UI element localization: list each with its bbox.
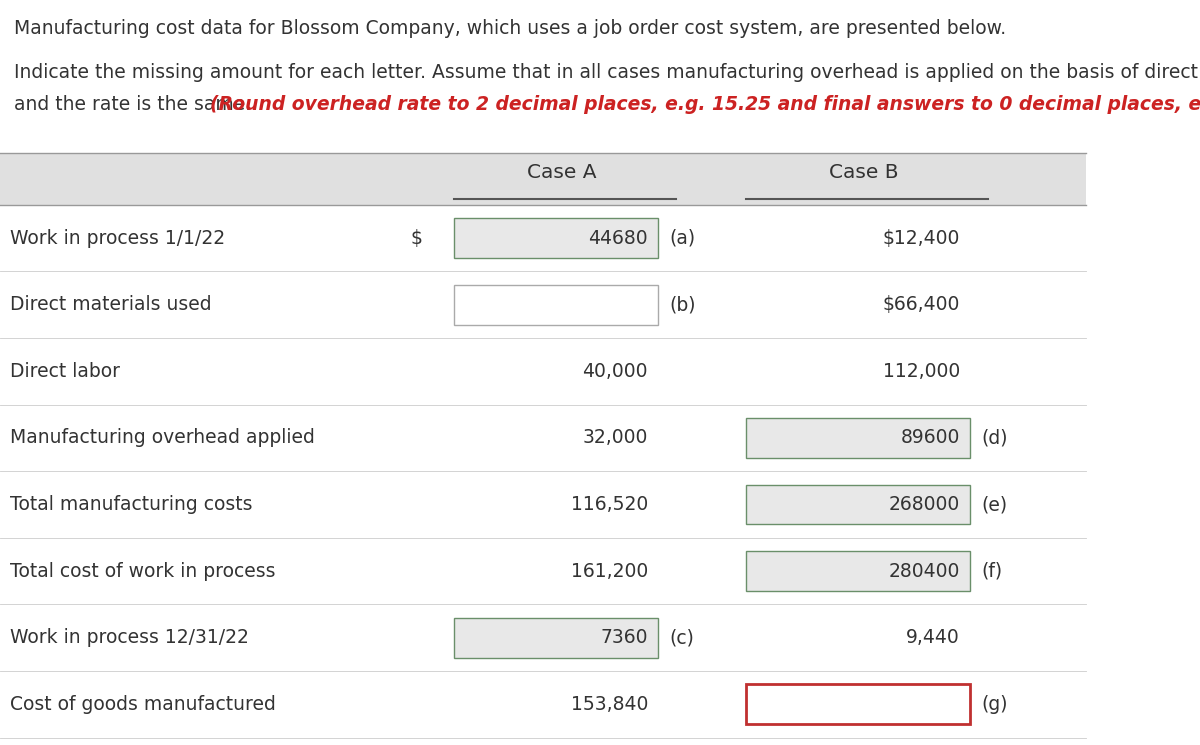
Text: $12,400: $12,400 — [883, 229, 960, 247]
Bar — [454, 618, 658, 658]
Text: $: $ — [410, 229, 422, 247]
Bar — [746, 418, 970, 458]
Text: Total cost of work in process: Total cost of work in process — [10, 562, 275, 580]
Text: (Round overhead rate to 2 decimal places, e.g. 15.25 and final answers to 0 deci: (Round overhead rate to 2 decimal places… — [210, 95, 1200, 115]
Text: Manufacturing overhead applied: Manufacturing overhead applied — [10, 428, 314, 448]
Text: Case A: Case A — [527, 163, 596, 183]
Text: Indicate the missing amount for each letter. Assume that in all cases manufactur: Indicate the missing amount for each let… — [14, 63, 1200, 83]
Text: 153,840: 153,840 — [571, 695, 648, 714]
Text: (b): (b) — [670, 295, 696, 314]
Text: 161,200: 161,200 — [571, 562, 648, 580]
Text: Case B: Case B — [829, 163, 899, 183]
Bar — [746, 551, 970, 591]
Text: 112,000: 112,000 — [883, 362, 960, 381]
Bar — [454, 285, 658, 325]
Text: Direct labor: Direct labor — [10, 362, 120, 381]
Text: (g): (g) — [982, 695, 1008, 714]
Text: 40,000: 40,000 — [582, 362, 648, 381]
Text: 7360: 7360 — [600, 628, 648, 647]
Text: Cost of goods manufactured: Cost of goods manufactured — [10, 695, 276, 714]
Text: Total manufacturing costs: Total manufacturing costs — [10, 495, 252, 514]
Bar — [454, 218, 658, 259]
Text: 44680: 44680 — [588, 229, 648, 247]
Text: 32,000: 32,000 — [583, 428, 648, 448]
Text: Manufacturing cost data for Blossom Company, which uses a job order cost system,: Manufacturing cost data for Blossom Comp… — [14, 19, 1007, 38]
Text: (e): (e) — [982, 495, 1008, 514]
Text: (f): (f) — [982, 562, 1003, 580]
Text: Direct materials used: Direct materials used — [10, 295, 211, 314]
Bar — [746, 484, 970, 524]
Text: and the rate is the same.: and the rate is the same. — [14, 95, 258, 115]
Bar — [0, 153, 1086, 205]
Text: 116,520: 116,520 — [571, 495, 648, 514]
Text: Work in process 1/1/22: Work in process 1/1/22 — [10, 229, 224, 247]
Text: Work in process 12/31/22: Work in process 12/31/22 — [10, 628, 248, 647]
Text: 9,440: 9,440 — [906, 628, 960, 647]
Text: (d): (d) — [982, 428, 1008, 448]
Text: $66,400: $66,400 — [883, 295, 960, 314]
Text: (a): (a) — [670, 229, 696, 247]
Text: 268000: 268000 — [889, 495, 960, 514]
Text: 280400: 280400 — [889, 562, 960, 580]
Bar — [746, 684, 970, 724]
Text: 89600: 89600 — [901, 428, 960, 448]
Text: (c): (c) — [670, 628, 695, 647]
